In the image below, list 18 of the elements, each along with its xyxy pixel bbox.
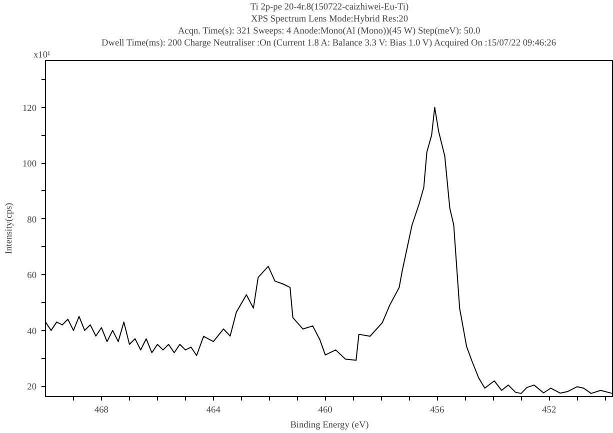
- y-tick-label: 80: [27, 215, 37, 226]
- chart-subtitle: XPS Spectrum Lens Mode:Hybrid Res:20: [250, 14, 408, 24]
- x-tick-label: 460: [318, 406, 333, 416]
- x-axis-title: Binding Energy (eV): [290, 420, 369, 430]
- chart-title: Ti 2p-pe 20-4r.8(150722-caizhiwei-Eu-Ti): [250, 2, 409, 12]
- y-tick-label: 20: [27, 382, 37, 393]
- y-tick-label: 40: [27, 326, 37, 337]
- y-axis-title: Intensity(cps): [4, 202, 15, 254]
- x-tick-label: 468: [94, 406, 109, 416]
- text: x10¹: [34, 50, 50, 60]
- x-tick-label: 456: [430, 406, 445, 416]
- y-tick-label: 60: [27, 271, 37, 282]
- y-tick-label: 100: [22, 160, 37, 170]
- text: Acqn. Time(s): 321 Sweeps: 4 Anode:Mono(Al (Mono))(45 W) Step(meV): 50.0: [178, 26, 481, 36]
- x-tick-label: 464: [206, 406, 221, 416]
- text: Dwell Time(ms): 200 Charge Neutraliser :On (Current 1.8 A: Balance 3.3 V: Bias 1.0 V) Acquired On :15/07/22 09:46:26: [101, 38, 556, 48]
- y-tick-label: 120: [22, 104, 37, 114]
- x-tick-label: 452: [542, 406, 556, 416]
